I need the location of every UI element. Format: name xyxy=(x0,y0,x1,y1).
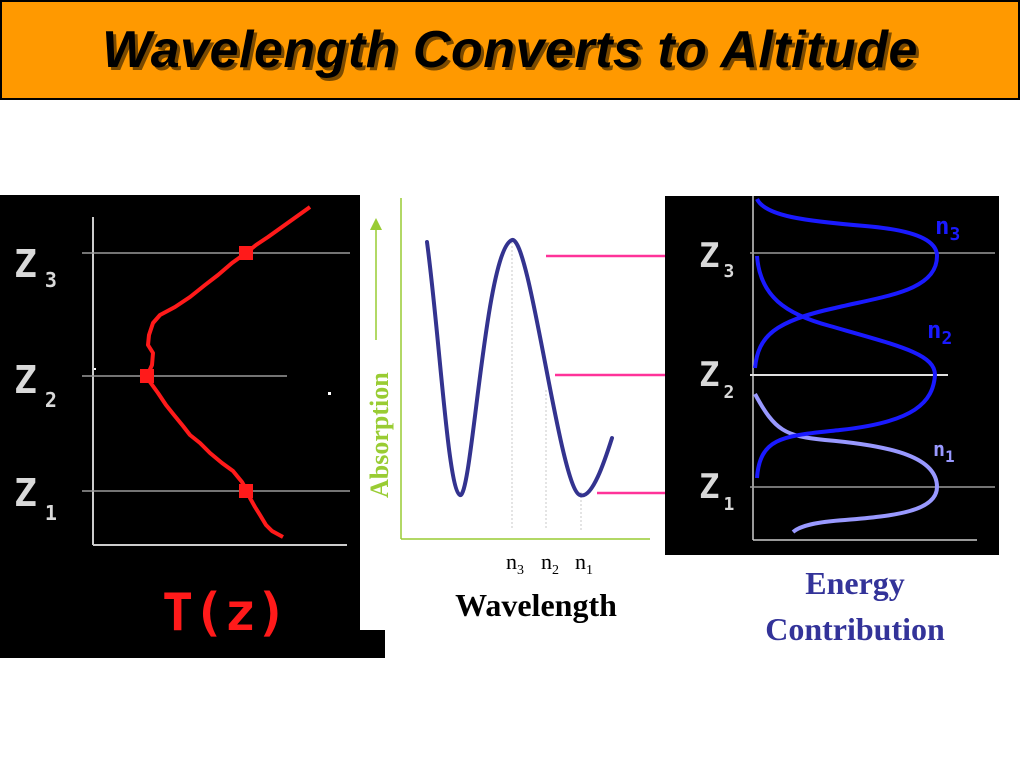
energy-contribution-caption: Energy Contribution xyxy=(730,560,980,653)
absorption-curve xyxy=(425,237,614,498)
temperature-curve xyxy=(145,205,312,539)
energy-curve-label-n3: n3 xyxy=(935,212,960,245)
wavelength-axis-label: Wavelength xyxy=(455,587,617,623)
channel-label-n1: n1 xyxy=(575,549,593,578)
energy-curve-n3 xyxy=(753,197,940,369)
absorption-spectrum-panel: Absorption n3 n2 n1 Wavelength xyxy=(360,190,660,630)
caption-line-2: Contribution xyxy=(765,611,945,648)
temperature-curve-label: T(z) xyxy=(162,583,287,643)
temperature-marker-z1 xyxy=(239,484,253,498)
channel-label-n3: n3 xyxy=(506,549,524,578)
title-bar: Wavelength Converts to Altitude xyxy=(0,0,1020,100)
temperature-marker-z3 xyxy=(239,246,253,260)
energy-curve-label-n2: n2 xyxy=(927,316,952,349)
speck xyxy=(328,392,331,395)
page-title: Wavelength Converts to Altitude xyxy=(102,21,918,79)
caption-line-1: Energy xyxy=(805,565,905,601)
speck xyxy=(94,368,96,370)
temperature-marker-z2 xyxy=(140,369,154,383)
energy-curve-n2 xyxy=(755,255,938,479)
absorption-arrow-head xyxy=(370,218,382,230)
absorption-axis-label: Absorption xyxy=(365,372,394,498)
absorption-spectrum-svg: Absorption n3 n2 n1 Wavelength xyxy=(365,198,650,623)
energy-curve-label-n1: n1 xyxy=(933,437,955,466)
channel-label-n2: n2 xyxy=(541,549,559,578)
